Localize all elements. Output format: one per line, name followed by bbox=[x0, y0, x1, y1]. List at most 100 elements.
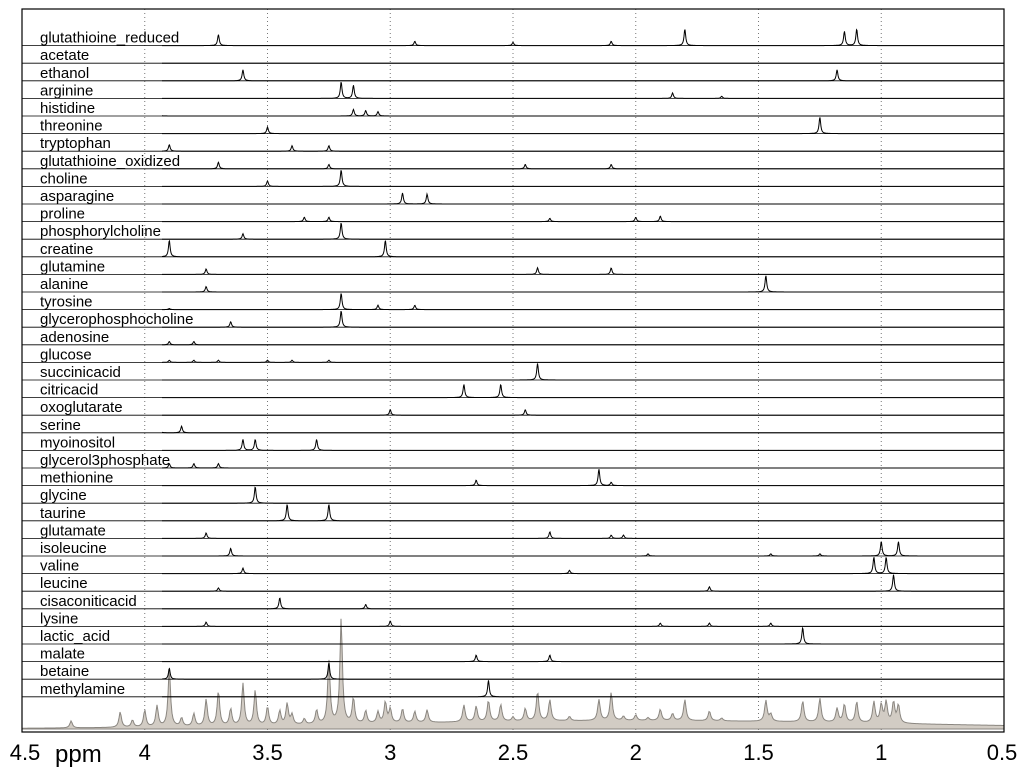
metabolite-row: succinicacid bbox=[22, 363, 1004, 381]
series-label: lysine bbox=[40, 610, 78, 627]
metabolite-row: glucose bbox=[22, 346, 1004, 363]
x-tick-label: 0.5 bbox=[987, 740, 1018, 765]
spectrum-line bbox=[162, 680, 1004, 698]
spectrum-line bbox=[162, 170, 1004, 187]
spectrum-line bbox=[162, 340, 1004, 346]
spectrum-line bbox=[162, 469, 1004, 487]
series-label: tyrosine bbox=[40, 294, 93, 311]
series-label: histidine bbox=[40, 100, 95, 117]
series-label: proline bbox=[40, 206, 85, 223]
spectrum-line bbox=[162, 28, 1004, 47]
plot-frame bbox=[21, 8, 1005, 733]
x-tick-label: 3 bbox=[384, 740, 396, 765]
spectrum-line bbox=[162, 531, 1004, 539]
metabolite-row: lysine bbox=[22, 610, 1004, 627]
metabolite-row: choline bbox=[22, 170, 1004, 187]
series-label: succinicacid bbox=[40, 364, 121, 381]
series-label: betaine bbox=[40, 663, 89, 680]
metabolite-row: adenosine bbox=[22, 329, 1004, 346]
spectrum-line bbox=[162, 266, 1004, 275]
series-label: tryptophan bbox=[40, 135, 111, 152]
series-label: methionine bbox=[40, 470, 113, 487]
metabolite-row: glutathioine_reduced bbox=[22, 28, 1004, 47]
metabolite-row: isoleucine bbox=[22, 540, 1004, 557]
metabolite-row: leucine bbox=[22, 574, 1004, 592]
spectrum-line bbox=[162, 557, 1004, 575]
metabolite-row: asparagine bbox=[22, 188, 1004, 205]
spectrum-line bbox=[162, 363, 1004, 381]
spectrum-line bbox=[162, 239, 1004, 258]
series-label: acetate bbox=[40, 47, 89, 64]
metabolite-row: threonine bbox=[22, 117, 1004, 135]
series-label: adenosine bbox=[40, 329, 109, 346]
plot-border bbox=[21, 8, 1005, 733]
series-label: ethanol bbox=[40, 65, 89, 82]
metabolite-row: alanine bbox=[22, 275, 1004, 293]
spectrum-line bbox=[162, 222, 1004, 240]
spectrum-line bbox=[162, 144, 1004, 152]
metabolite-rows: glutathioine_reducedacetateethanolargini… bbox=[22, 28, 1004, 698]
reference-spectrum bbox=[21, 618, 1005, 730]
spectrum-line bbox=[162, 486, 1004, 504]
series-label: asparagine bbox=[40, 188, 114, 205]
spectrum-line bbox=[162, 409, 1004, 416]
metabolite-row: serine bbox=[22, 417, 1004, 434]
metabolite-row: valine bbox=[22, 557, 1004, 575]
spectrum-line bbox=[162, 117, 1004, 135]
series-label: leucine bbox=[40, 575, 88, 592]
metabolite-row: tyrosine bbox=[22, 293, 1004, 311]
spectrum-line bbox=[162, 108, 1004, 117]
metabolite-row: glutamate bbox=[22, 522, 1004, 539]
spectrum-line bbox=[162, 69, 1004, 82]
series-label: phosphorylcholine bbox=[40, 223, 161, 240]
series-label: lactic_acid bbox=[40, 628, 110, 645]
spectrum-line bbox=[162, 275, 1004, 293]
spectrum-line bbox=[162, 626, 1004, 645]
series-label: methylamine bbox=[40, 681, 125, 698]
x-tick-label: 2 bbox=[630, 740, 642, 765]
series-label: glycine bbox=[40, 487, 87, 504]
series-label: glutamine bbox=[40, 258, 105, 275]
x-tick-label: 4 bbox=[139, 740, 151, 765]
series-label: myoinositol bbox=[40, 434, 115, 451]
metabolite-row: arginine bbox=[22, 82, 1004, 99]
metabolite-row: ethanol bbox=[22, 65, 1004, 82]
x-axis: 4.5 4 3.5 3 2.5 2 1.5 1 0.5 ppm bbox=[10, 740, 1018, 768]
x-tick-label: 4.5 bbox=[10, 740, 41, 765]
series-label: cisaconiticacid bbox=[40, 593, 137, 610]
spectrum-line bbox=[162, 597, 1004, 610]
metabolite-row: malate bbox=[22, 646, 1004, 663]
metabolite-row: taurine bbox=[22, 504, 1004, 522]
metabolite-row: myoinositol bbox=[22, 434, 1004, 451]
series-label: threonine bbox=[40, 118, 103, 135]
metabolite-row: acetate bbox=[22, 47, 1004, 64]
metabolite-row: cisaconiticacid bbox=[22, 593, 1004, 610]
spectrum-line bbox=[162, 384, 1004, 399]
spectrum-line bbox=[162, 541, 1004, 557]
metabolite-row: proline bbox=[22, 206, 1004, 223]
metabolite-row: glutamine bbox=[22, 258, 1004, 275]
spectrum-line bbox=[162, 504, 1004, 522]
spectrum-line bbox=[162, 620, 1004, 627]
metabolite-row: creatine bbox=[22, 239, 1004, 258]
metabolite-row: methylamine bbox=[22, 680, 1004, 698]
spectrum-line bbox=[162, 424, 1004, 434]
series-label: glutathioine_reduced bbox=[40, 30, 179, 47]
series-label: oxoglutarate bbox=[40, 399, 123, 416]
spectrum-line bbox=[162, 215, 1004, 223]
x-axis-unit-label: ppm bbox=[55, 741, 102, 768]
series-label: taurine bbox=[40, 505, 86, 522]
x-tick-label: 2.5 bbox=[498, 740, 529, 765]
series-label: glycerophosphocholine bbox=[40, 311, 193, 328]
metabolite-row: glycine bbox=[22, 486, 1004, 504]
series-label: citricacid bbox=[40, 382, 98, 399]
spectrum-line bbox=[162, 359, 1004, 363]
series-label: serine bbox=[40, 417, 81, 434]
metabolite-row: glutathioine_oxidized bbox=[22, 153, 1004, 170]
metabolite-row: betaine bbox=[22, 662, 1004, 680]
metabolite-row: tryptophan bbox=[22, 135, 1004, 152]
spectrum-line bbox=[162, 462, 1004, 469]
metabolite-row: oxoglutarate bbox=[22, 399, 1004, 416]
series-label: glutamate bbox=[40, 522, 106, 539]
